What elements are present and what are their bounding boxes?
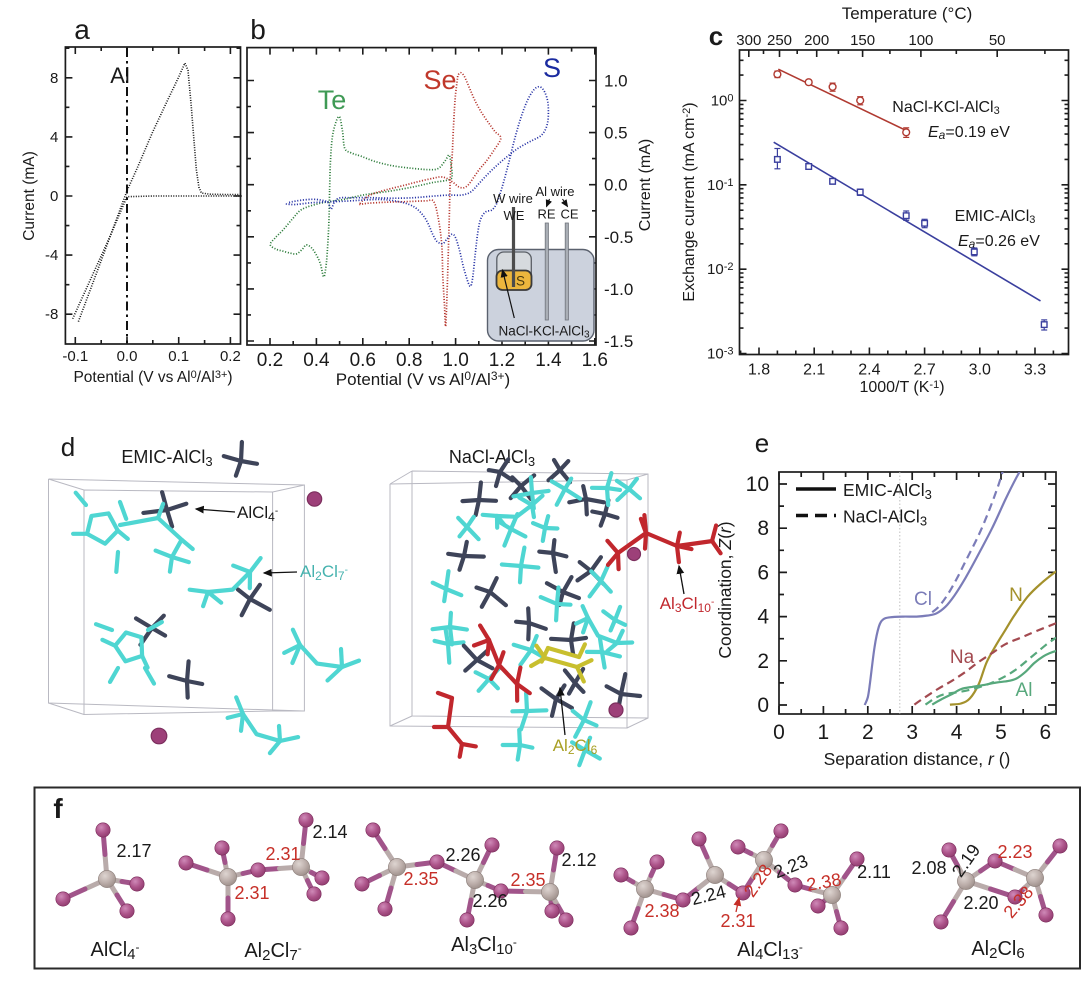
svg-text:-1.0: -1.0 [604,280,633,299]
svg-text:6: 6 [757,561,769,584]
svg-text:2.35: 2.35 [403,869,438,889]
svg-text:-0.5: -0.5 [604,228,633,247]
svg-text:c: c [709,21,723,51]
svg-text:0: 0 [757,694,769,717]
svg-text:2.08: 2.08 [911,858,946,878]
svg-text:4: 4 [757,606,769,629]
svg-text:EMIC-AlCl3: EMIC-AlCl3 [121,447,212,469]
svg-text:EMIC-AlCl3: EMIC-AlCl3 [843,480,932,502]
svg-text:2.17: 2.17 [116,841,151,861]
svg-text:0.0: 0.0 [604,176,628,195]
svg-text:a: a [74,14,90,45]
svg-text:NaCl-KCl-AlCl3: NaCl-KCl-AlCl3 [892,99,999,117]
svg-text:EMIC-AlCl3: EMIC-AlCl3 [955,208,1036,226]
svg-text:2.31: 2.31 [234,883,269,903]
svg-text:WE: WE [504,208,525,223]
svg-text:b: b [250,14,266,45]
svg-text:Cl: Cl [914,589,932,610]
svg-text:0.2: 0.2 [220,348,241,365]
svg-text:0: 0 [50,188,58,205]
svg-text:3.3: 3.3 [1024,362,1046,379]
svg-text:CE: CE [560,207,578,222]
svg-text:200: 200 [804,32,829,49]
svg-text:250: 250 [767,32,792,49]
svg-text:NaCl-AlCl3: NaCl-AlCl3 [843,507,927,529]
svg-text:50: 50 [989,32,1006,49]
svg-text:Current (mA): Current (mA) [21,151,38,241]
svg-text:0.0: 0.0 [117,348,138,365]
svg-text:RE: RE [537,207,555,222]
svg-text:2.11: 2.11 [857,862,891,882]
svg-text:0.1: 0.1 [168,348,189,365]
svg-text:NaCl-KCl-AlCl3: NaCl-KCl-AlCl3 [498,324,590,341]
svg-text:Al: Al [1016,680,1033,701]
svg-text:S: S [516,274,525,289]
svg-text:2.1: 2.1 [803,362,825,379]
svg-text:2.4: 2.4 [858,362,880,379]
svg-text:2.35: 2.35 [510,870,545,890]
svg-text:-4: -4 [45,247,58,264]
svg-text:2.26: 2.26 [445,845,480,865]
svg-text:2: 2 [757,650,769,673]
svg-text:d: d [61,432,75,462]
svg-text:2.31: 2.31 [265,844,300,864]
svg-text:3: 3 [906,721,918,744]
svg-text:3.0: 3.0 [969,362,991,379]
svg-text:1.2: 1.2 [489,350,515,371]
svg-text:8: 8 [757,517,769,540]
svg-text:2.14: 2.14 [312,822,347,842]
svg-text:5: 5 [995,721,1007,744]
svg-text:1.6: 1.6 [582,350,608,371]
svg-text:1.8: 1.8 [748,362,770,379]
svg-text:0.2: 0.2 [257,350,283,371]
svg-text:Al wire: Al wire [535,184,574,199]
svg-text:1.0: 1.0 [604,72,628,91]
svg-text:4: 4 [50,129,58,146]
svg-text:2.20: 2.20 [963,893,998,913]
svg-text:0.4: 0.4 [303,350,330,371]
svg-text:4: 4 [951,721,963,744]
svg-text:0.5: 0.5 [604,124,628,143]
svg-text:2: 2 [862,721,874,744]
svg-text:8: 8 [50,70,58,87]
svg-text:Temperature (°C): Temperature (°C) [842,4,973,23]
svg-text:-8: -8 [45,306,58,323]
svg-text:1.0: 1.0 [442,350,468,371]
svg-text:2.12: 2.12 [561,850,596,870]
svg-text:Te: Te [318,85,347,115]
svg-text:W wire: W wire [493,191,533,206]
svg-text:0.8: 0.8 [396,350,422,371]
svg-text:Potential (V vs Al0/Al3+): Potential (V vs Al0/Al3+) [73,369,232,386]
svg-text:f: f [53,793,63,824]
svg-text:NaCl-AlCl3: NaCl-AlCl3 [449,447,535,469]
svg-text:2.31: 2.31 [720,911,755,931]
svg-text:2.23: 2.23 [997,842,1032,862]
svg-text:Coordination, Z(r): Coordination, Z(r) [715,521,735,658]
svg-text:1: 1 [818,721,830,744]
svg-text:Exchange current (mA cm-2): Exchange current (mA cm-2) [681,102,698,301]
svg-text:Na: Na [950,647,975,668]
svg-text:6: 6 [1040,721,1052,744]
svg-text:100: 100 [908,32,933,49]
svg-text:S: S [543,53,561,83]
svg-text:2.26: 2.26 [472,891,507,911]
svg-text:Potential (V vs Al0/Al3+): Potential (V vs Al0/Al3+) [336,369,510,389]
svg-text:N: N [1009,585,1023,606]
svg-text:2.38: 2.38 [644,901,679,921]
svg-text:0: 0 [773,721,785,744]
svg-text:-0.1: -0.1 [62,348,88,365]
svg-text:2.7: 2.7 [913,362,935,379]
svg-text:150: 150 [850,32,875,49]
svg-text:10: 10 [746,473,769,496]
svg-text:300: 300 [736,32,761,49]
svg-text:1.4: 1.4 [535,350,562,371]
svg-text:Separation distance, r (): Separation distance, r () [824,749,1011,769]
svg-text:e: e [755,428,769,458]
svg-text:-1.5: -1.5 [604,332,633,351]
svg-text:Current (mA): Current (mA) [637,139,654,231]
svg-text:0.6: 0.6 [350,350,376,371]
svg-text:Se: Se [423,65,456,95]
